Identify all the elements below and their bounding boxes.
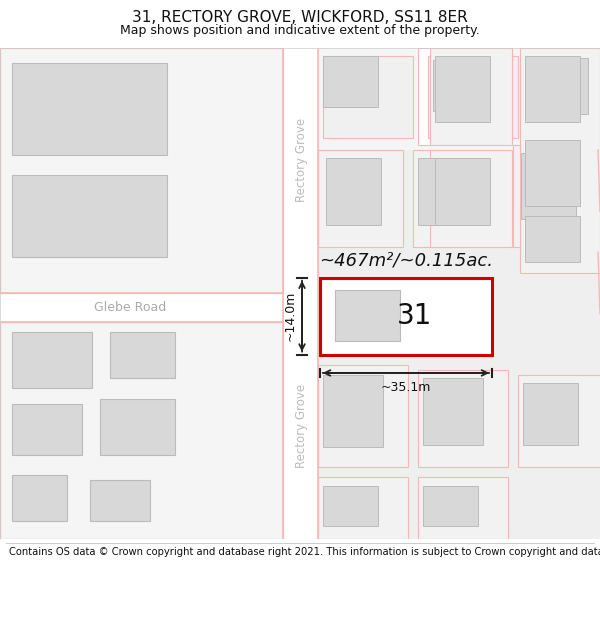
Bar bbox=[525, 216, 580, 262]
Bar bbox=[12, 176, 167, 258]
Bar bbox=[0, 293, 283, 322]
Bar bbox=[428, 56, 518, 138]
Text: 31, RECTORY GROVE, WICKFORD, SS11 8ER: 31, RECTORY GROVE, WICKFORD, SS11 8ER bbox=[132, 9, 468, 24]
Bar bbox=[318, 365, 408, 467]
Bar bbox=[323, 56, 413, 138]
Bar bbox=[518, 375, 600, 467]
Text: Rectory Grove: Rectory Grove bbox=[295, 118, 308, 202]
Bar bbox=[423, 378, 483, 444]
Text: ~14.0m: ~14.0m bbox=[284, 291, 297, 341]
Bar bbox=[525, 139, 580, 206]
Bar bbox=[283, 48, 318, 539]
Bar bbox=[318, 48, 600, 150]
Bar bbox=[418, 158, 478, 224]
Bar bbox=[110, 332, 175, 378]
Text: ~35.1m: ~35.1m bbox=[381, 381, 431, 394]
Bar bbox=[538, 58, 588, 114]
Bar bbox=[423, 486, 478, 526]
Bar bbox=[335, 290, 400, 341]
Text: Rectory Grove: Rectory Grove bbox=[295, 384, 308, 468]
Text: ~467m²/~0.115ac.: ~467m²/~0.115ac. bbox=[319, 252, 493, 269]
Polygon shape bbox=[523, 48, 543, 145]
Bar bbox=[430, 48, 512, 145]
Text: Map shows position and indicative extent of the property.: Map shows position and indicative extent… bbox=[120, 24, 480, 37]
Text: 31: 31 bbox=[397, 302, 432, 330]
Bar bbox=[418, 370, 508, 467]
Bar bbox=[323, 56, 378, 107]
Text: Glebe Road: Glebe Road bbox=[94, 301, 166, 314]
Bar bbox=[435, 56, 490, 123]
Bar bbox=[12, 332, 92, 388]
Bar bbox=[533, 52, 600, 139]
Bar bbox=[320, 278, 492, 354]
Bar bbox=[513, 145, 598, 247]
Bar bbox=[413, 150, 503, 247]
Bar bbox=[525, 56, 580, 123]
Bar bbox=[318, 150, 403, 247]
Bar bbox=[318, 478, 408, 539]
Bar bbox=[521, 153, 576, 219]
Bar bbox=[430, 150, 512, 247]
Bar bbox=[12, 63, 167, 155]
Bar bbox=[90, 481, 150, 521]
Bar bbox=[0, 48, 283, 293]
Bar bbox=[326, 158, 381, 224]
Bar bbox=[433, 60, 488, 111]
Text: Contains OS data © Crown copyright and database right 2021. This information is : Contains OS data © Crown copyright and d… bbox=[9, 548, 600, 558]
Bar bbox=[523, 383, 578, 444]
Bar bbox=[435, 158, 490, 224]
Polygon shape bbox=[418, 48, 433, 145]
Bar bbox=[100, 399, 175, 455]
Bar bbox=[520, 48, 600, 272]
Bar bbox=[12, 404, 82, 455]
Bar bbox=[323, 486, 378, 526]
Bar bbox=[418, 478, 508, 539]
Bar bbox=[323, 375, 383, 447]
Bar bbox=[12, 475, 67, 521]
Bar bbox=[0, 322, 283, 539]
